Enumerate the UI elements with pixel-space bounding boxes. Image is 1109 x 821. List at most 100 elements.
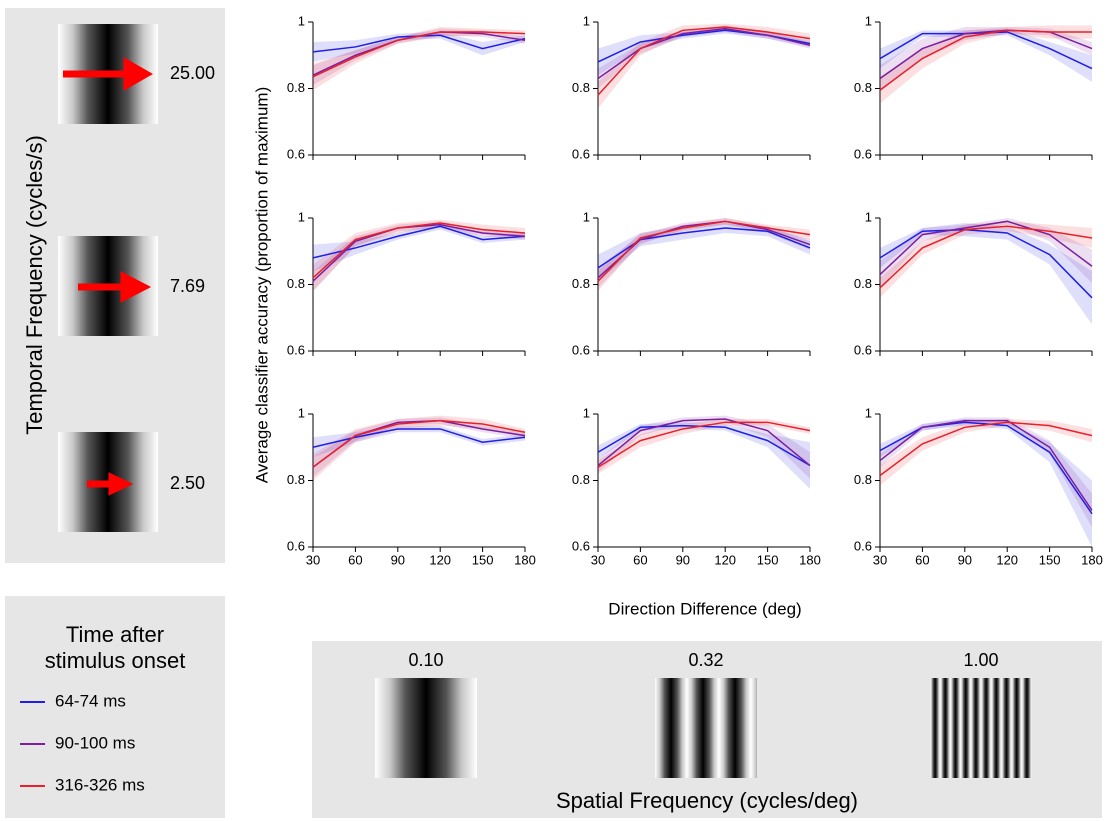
- error-band: [313, 222, 525, 272]
- error-band: [880, 418, 1092, 486]
- series-line: [879, 419, 1093, 511]
- y-tick-label: 0.6: [287, 146, 305, 161]
- y-tick-label: 0.6: [572, 538, 590, 553]
- y-tick-label: 0.8: [572, 472, 590, 487]
- y-tick-label: 1: [583, 13, 590, 28]
- tf-value: 7.69: [170, 276, 205, 296]
- error-band: [598, 415, 810, 479]
- arrow-head: [123, 57, 154, 91]
- tf-value: 2.50: [170, 473, 205, 493]
- x-axis-label: Direction Difference (deg): [608, 599, 801, 618]
- y-tick-label: 0.8: [572, 276, 590, 291]
- y-tick-label: 1: [298, 13, 305, 28]
- series-line: [879, 29, 1092, 91]
- legend-label: 64-74 ms: [55, 691, 126, 710]
- legend-panel: [5, 596, 225, 818]
- x-tick-label: 30: [306, 552, 320, 567]
- error-band: [313, 31, 525, 62]
- error-band: [313, 425, 525, 458]
- y-tick-label: 1: [583, 209, 590, 224]
- sf-value: 0.10: [408, 650, 443, 670]
- x-tick-label: 90: [391, 552, 405, 567]
- error-band: [598, 26, 810, 76]
- error-band: [313, 221, 525, 292]
- x-tick-label: 180: [1081, 552, 1103, 567]
- x-tick-label: 60: [348, 552, 362, 567]
- legend-title: stimulus onset: [45, 648, 186, 673]
- grating: [930, 678, 1032, 778]
- y-tick-label: 0.8: [854, 276, 872, 291]
- y-tick-label: 0.8: [854, 80, 872, 95]
- x-tick-label: 180: [799, 552, 821, 567]
- series-line: [597, 424, 811, 467]
- error-band: [880, 28, 1092, 82]
- x-tick-label: 150: [472, 552, 494, 567]
- y-tick-label: 1: [298, 405, 305, 420]
- x-tick-label: 60: [633, 552, 647, 567]
- x-tick-label: 90: [676, 552, 690, 567]
- error-band: [880, 26, 1092, 92]
- error-band: [880, 221, 1092, 298]
- series-line: [879, 29, 1093, 80]
- tf-label: Temporal Frequency (cycles/s): [22, 135, 47, 435]
- legend-title: Time after: [66, 622, 164, 647]
- error-band: [598, 23, 810, 109]
- arrow-head: [120, 271, 152, 303]
- series-line: [597, 26, 811, 96]
- series-line: [597, 418, 811, 467]
- y-tick-label: 0.6: [572, 342, 590, 357]
- error-band: [880, 218, 1092, 288]
- y-tick-label: 1: [865, 13, 872, 28]
- y-tick-label: 0.8: [854, 472, 872, 487]
- tf-value: 25.00: [170, 63, 215, 83]
- legend-label: 90-100 ms: [55, 733, 135, 752]
- series-line: [597, 27, 811, 80]
- series-line: [597, 421, 811, 468]
- y-tick-label: 0.8: [572, 80, 590, 95]
- series-line: [879, 421, 1093, 477]
- error-band: [880, 418, 1092, 547]
- y-tick-label: 1: [298, 209, 305, 224]
- sf-value: 1.00: [963, 650, 998, 670]
- y-tick-label: 1: [583, 405, 590, 420]
- y-tick-label: 0.6: [287, 538, 305, 553]
- y-tick-label: 1: [865, 405, 872, 420]
- x-tick-label: 60: [915, 552, 929, 567]
- error-band: [598, 418, 810, 474]
- x-tick-label: 150: [757, 552, 779, 567]
- series-line: [312, 223, 526, 282]
- series-line: [879, 228, 1093, 299]
- series-line: [879, 225, 1093, 289]
- legend-label: 316-326 ms: [55, 775, 145, 794]
- y-tick-label: 0.6: [854, 146, 872, 161]
- y-tick-label: 0.6: [854, 538, 872, 553]
- arrows: [63, 57, 154, 496]
- y-axis-label: Average classifier accuracy (proportion …: [252, 87, 271, 484]
- y-tick-label: 0.6: [854, 342, 872, 357]
- y-tick-label: 0.6: [572, 146, 590, 161]
- series-line: [879, 421, 1093, 515]
- x-tick-label: 30: [873, 552, 887, 567]
- sf-label: Spatial Frequency (cycles/deg): [556, 788, 858, 813]
- series-line: [312, 222, 526, 279]
- series-line: [879, 31, 1093, 70]
- x-tick-label: 30: [591, 552, 605, 567]
- series-line: [597, 220, 811, 282]
- series-line: [312, 419, 526, 468]
- x-tick-label: 120: [714, 552, 736, 567]
- series-line: [879, 220, 1093, 276]
- y-tick-label: 1: [865, 209, 872, 224]
- series-line: [312, 428, 526, 448]
- x-tick-label: 180: [514, 552, 536, 567]
- series-line: [312, 225, 526, 259]
- x-tick-label: 90: [958, 552, 972, 567]
- y-tick-label: 0.8: [287, 276, 305, 291]
- y-tick-label: 0.8: [287, 80, 305, 95]
- error-band: [598, 25, 810, 89]
- error-band: [598, 422, 810, 489]
- grating: [655, 678, 757, 778]
- arrow-head: [108, 472, 134, 496]
- y-tick-label: 0.8: [287, 472, 305, 487]
- grating: [375, 678, 477, 778]
